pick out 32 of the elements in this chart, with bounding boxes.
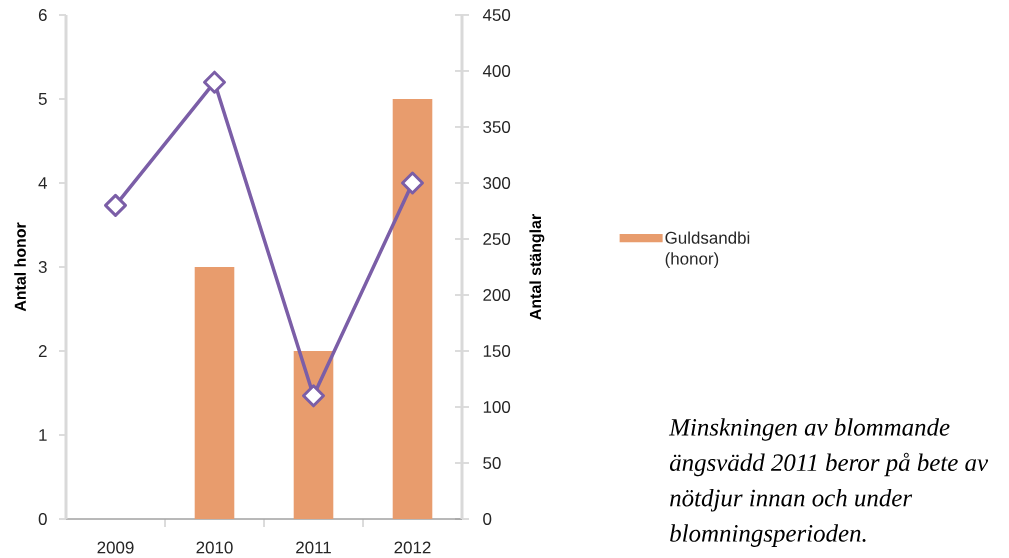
y-tick-label: 3: [38, 261, 47, 273]
bar: [392, 99, 433, 519]
point: [104, 193, 127, 217]
y2-tick-label: 100: [483, 401, 511, 413]
point: [203, 70, 226, 94]
y2-tick-label: 450: [482, 9, 511, 21]
legend-label: Guldsandbi (honor): [665, 231, 750, 269]
x-tick-label: 2011: [296, 541, 331, 554]
y2-tick-label: 0: [483, 513, 492, 525]
y2-tick-label: 150: [483, 345, 511, 357]
y-tick-label: 4: [38, 177, 47, 189]
y2-tick-label: 350: [483, 121, 511, 133]
point: [302, 384, 325, 408]
y2-tick-label: 400: [482, 65, 511, 77]
point: [401, 171, 424, 195]
y-tick-label: 1: [39, 429, 47, 441]
y-tick-label: 2: [38, 345, 47, 357]
y-tick-label: 5: [38, 93, 47, 105]
y2-tick-label: 50: [483, 457, 501, 469]
bar: [194, 267, 235, 519]
x-tick-label: 2012: [394, 541, 431, 554]
y-axis-title: Antal honor: [14, 222, 26, 312]
y-tick-label: 6: [38, 9, 47, 21]
y2-tick-label: 250: [483, 233, 511, 245]
y2-axis-title: Antal stänglar: [529, 214, 545, 320]
bar: [293, 351, 334, 519]
y2-tick-label: 200: [483, 289, 511, 301]
x-tick-label: 2009: [97, 541, 134, 554]
y-tick-label: 0: [38, 513, 47, 525]
text: Minskningen av blommande ängsvädd 2011 beror på bete av nötdjur innan och under blomningsperioden.: [668, 418, 989, 547]
y2-tick-label: 300: [483, 177, 511, 189]
x-tick-label: 2010: [196, 541, 233, 554]
